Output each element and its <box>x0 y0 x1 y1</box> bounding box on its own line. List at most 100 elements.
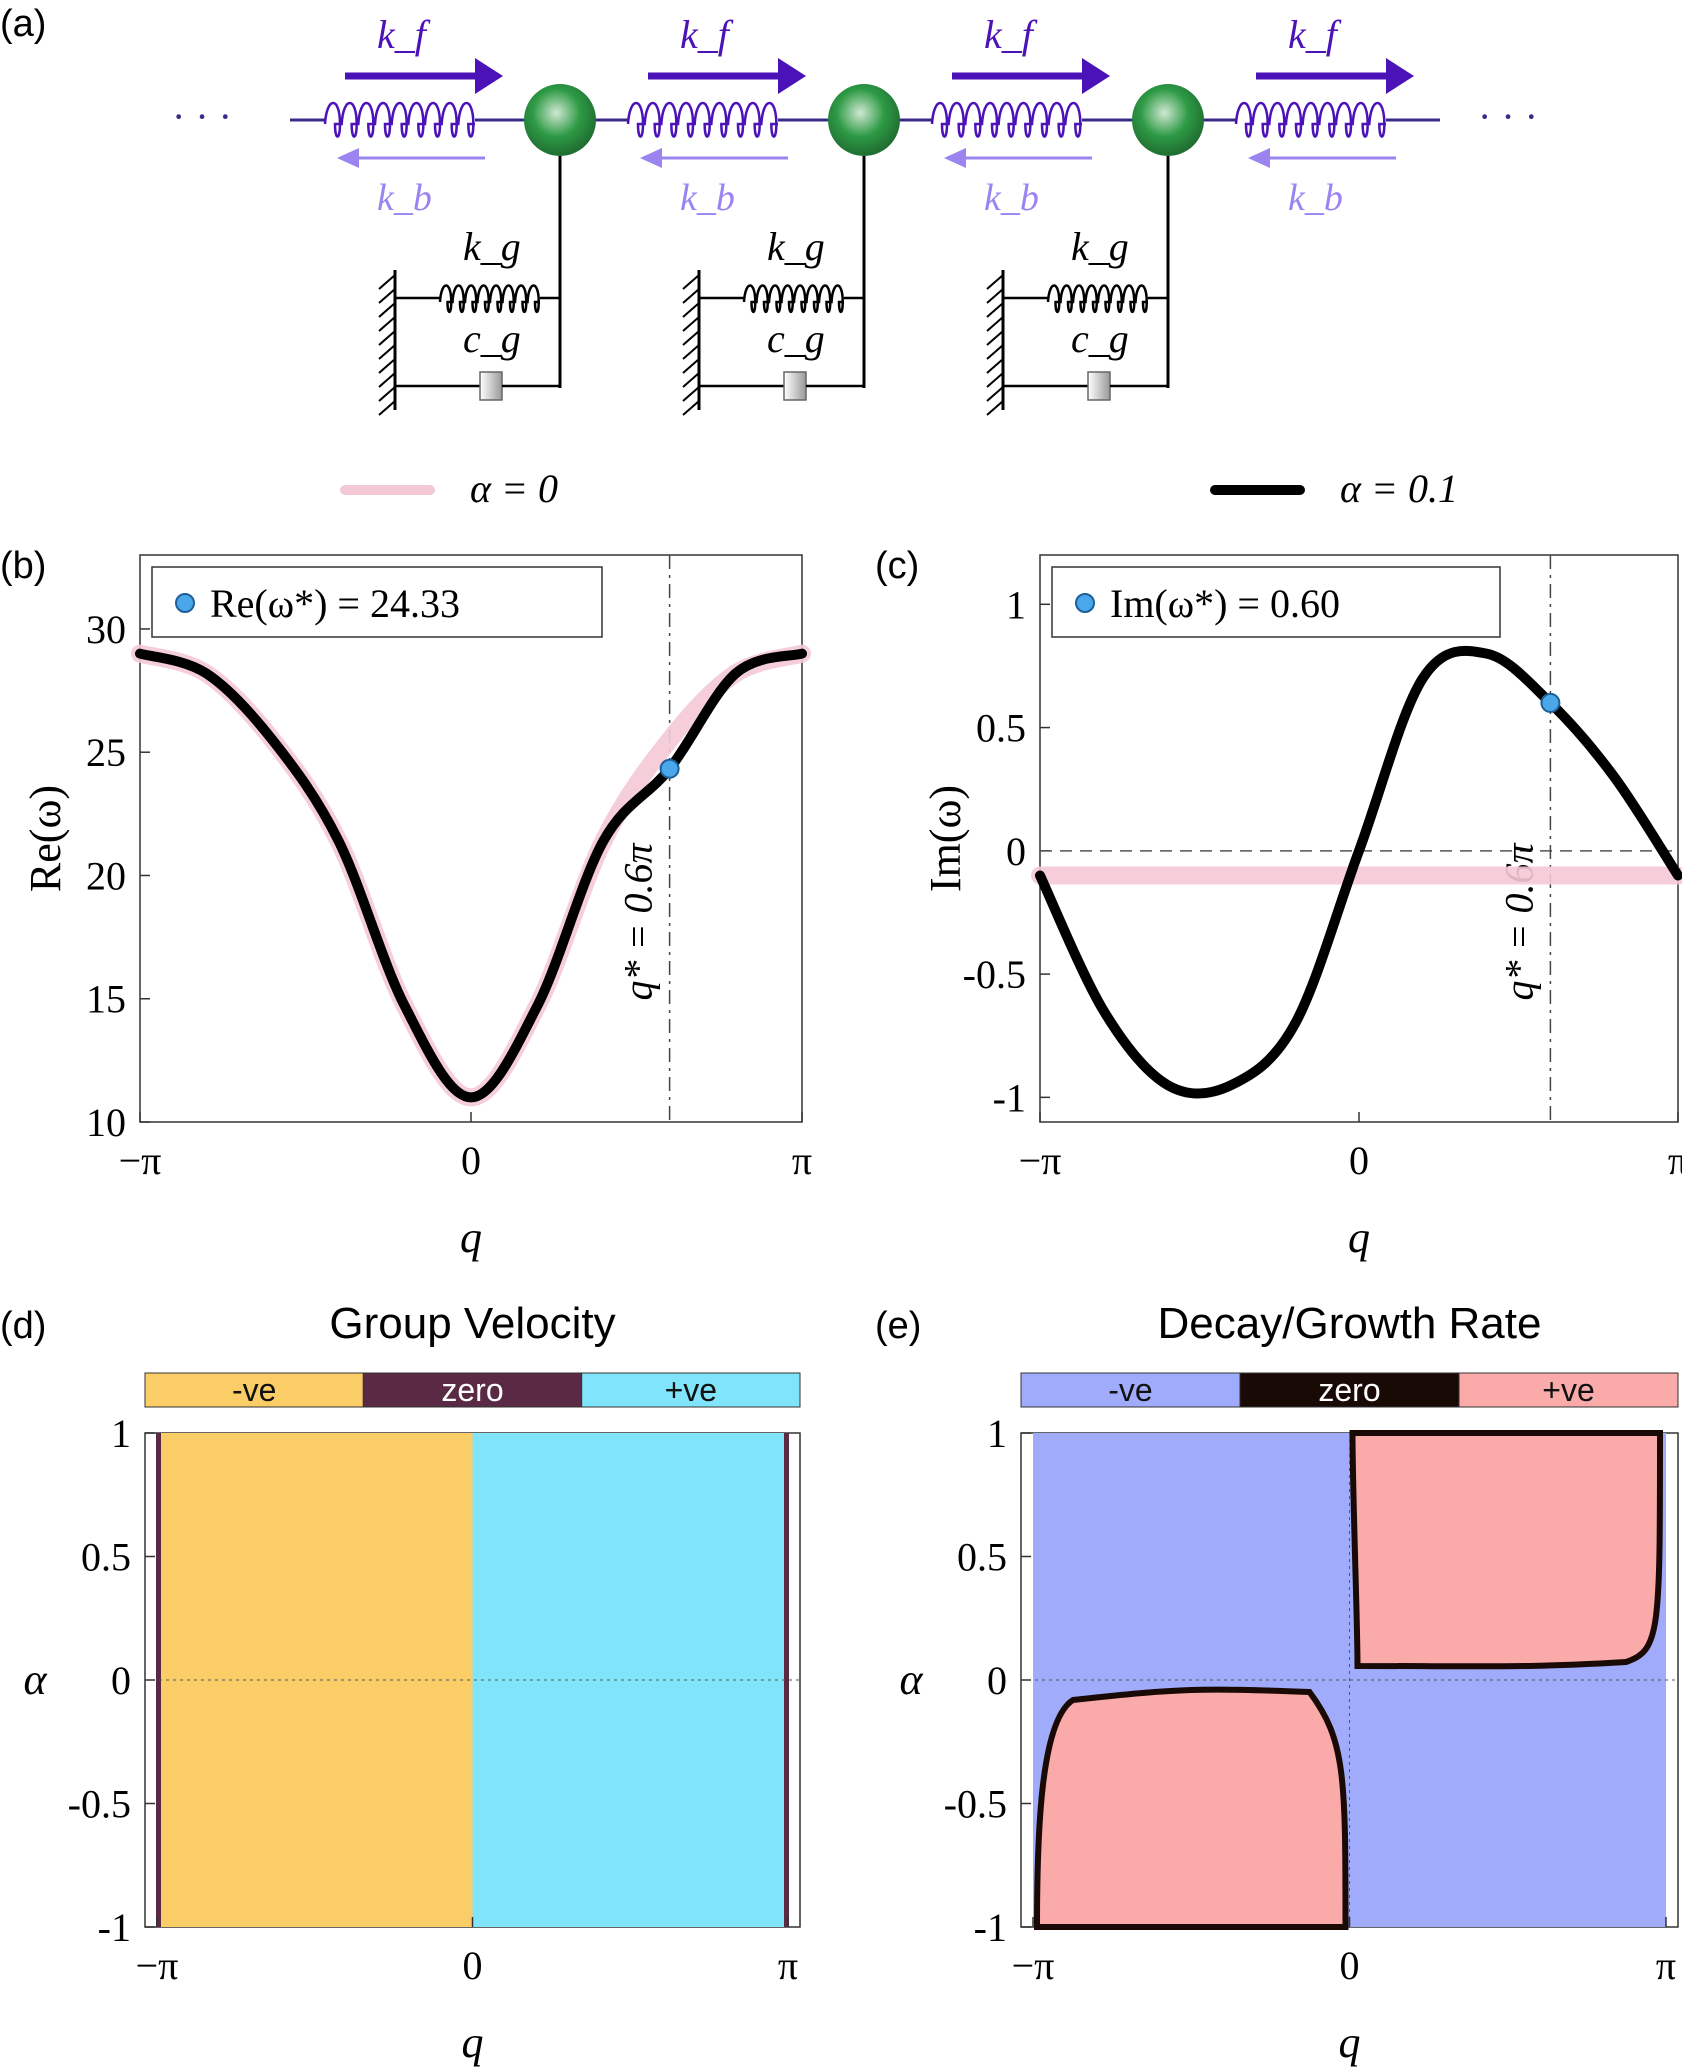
ground-spring-label: k_g <box>1071 224 1129 269</box>
qstar-label: q* = 0.6π <box>616 843 661 1001</box>
mass <box>524 84 596 156</box>
colorbar-label: +ve <box>665 1372 717 1408</box>
x-tick-label: −π <box>119 1138 162 1183</box>
wall-hatch <box>682 330 700 346</box>
backward-arrow-head <box>1248 148 1270 168</box>
wall-hatch <box>682 372 700 388</box>
colorbar-swatch <box>581 1372 801 1408</box>
wall-hatch <box>682 274 700 290</box>
wall-hatch <box>378 288 396 304</box>
spring-gap <box>1236 108 1386 132</box>
wall-hatch <box>986 330 1004 346</box>
x-tick-label: π <box>1656 1943 1676 1988</box>
marker-legend-dot <box>175 593 195 613</box>
ground-damper-label: c_g <box>1071 316 1129 361</box>
forward-spring-label: k_f <box>377 12 431 57</box>
wall-hatch <box>378 386 396 402</box>
y-tick-label: -0.5 <box>68 1782 131 1827</box>
x-tick-label: −π <box>1012 1943 1055 1988</box>
marker-legend-box <box>151 566 603 638</box>
x-tick-label: 0 <box>463 1943 483 1988</box>
panel-label-c: (c) <box>875 545 919 587</box>
marker-legend-box <box>1051 566 1501 638</box>
wall-hatch <box>682 302 700 318</box>
forward-spring <box>930 102 1082 138</box>
x-tick-label: π <box>792 1138 812 1183</box>
x-tick-label: −π <box>136 1943 179 1988</box>
backward-arrow-head <box>337 148 359 168</box>
y-tick-label: 1 <box>111 1411 131 1456</box>
x-axis-label: q <box>460 1213 482 1262</box>
wall-hatch <box>682 386 700 402</box>
y-axis-label: α <box>899 1655 923 1704</box>
panel-label-b: (b) <box>0 545 46 587</box>
backward-spring-label: k_b <box>1288 177 1343 219</box>
colorbar-swatch <box>1458 1372 1679 1408</box>
y-tick-label: 0.5 <box>81 1535 131 1580</box>
panel-label-e: (e) <box>875 1305 921 1347</box>
marker-legend-dot <box>1075 593 1095 613</box>
wall-hatch <box>378 400 396 416</box>
wall-hatch <box>378 344 396 360</box>
panel-label-d: (d) <box>0 1305 46 1347</box>
wall-hatch <box>986 400 1004 416</box>
y-tick-label: -1 <box>993 1075 1026 1120</box>
forward-spring-label: k_f <box>984 12 1038 57</box>
wall-hatch <box>682 316 700 332</box>
colorbar-label: -ve <box>1108 1372 1152 1408</box>
mass <box>1132 84 1204 156</box>
y-tick-label: 0.5 <box>976 706 1026 751</box>
colorbar-swatch <box>144 1372 364 1408</box>
wall-hatch <box>682 400 700 416</box>
forward-spring-label: k_f <box>1288 12 1342 57</box>
damper-body <box>1087 371 1111 401</box>
ground-damper-label: c_g <box>767 316 825 361</box>
legend: α = 0 α = 0.1 <box>340 466 1458 511</box>
y-tick-label: -1 <box>98 1905 131 1950</box>
region-positive-lower <box>1033 1686 1349 1930</box>
wall-hatch <box>682 344 700 360</box>
damper-body <box>479 371 503 401</box>
y-tick-label: 20 <box>86 853 126 898</box>
legend-label-alpha01: α = 0.1 <box>1340 466 1458 511</box>
spring-gap <box>325 108 475 132</box>
qstar-marker <box>1540 692 1561 713</box>
marker-legend-label: Re(ω*) = 24.33 <box>210 581 460 626</box>
plot-area <box>139 554 803 1123</box>
ground-damper-label: c_g <box>463 316 521 361</box>
forward-spring <box>1234 102 1386 138</box>
mass <box>828 84 900 156</box>
forward-arrow-head <box>475 58 503 94</box>
x-tick-label: π <box>778 1943 798 1988</box>
wall-hatch <box>378 358 396 374</box>
y-tick-label: 10 <box>86 1100 126 1145</box>
y-tick-label: 15 <box>86 977 126 1022</box>
y-tick-label: 0 <box>987 1658 1007 1703</box>
colorbar-label: zero <box>1318 1372 1380 1408</box>
y-tick-label: 0 <box>1006 829 1026 874</box>
y-tick-label: 30 <box>86 607 126 652</box>
x-axis-label: q <box>462 2018 484 2067</box>
backward-spring-label: k_b <box>680 177 735 219</box>
y-tick-label: 25 <box>86 730 126 775</box>
y-tick-label: 1 <box>1006 582 1026 627</box>
x-tick-label: 0 <box>1340 1943 1360 1988</box>
spring-gap <box>932 108 1082 132</box>
y-tick-label: 1 <box>987 1411 1007 1456</box>
x-tick-label: 0 <box>1349 1138 1369 1183</box>
chart-title: Decay/Growth Rate <box>1158 1299 1542 1348</box>
wall-hatch <box>986 386 1004 402</box>
ellipsis-right: · · · <box>1478 94 1538 139</box>
forward-arrow-head <box>778 58 806 94</box>
forward-spring <box>626 102 778 138</box>
region-zero-right <box>784 1433 789 1927</box>
wall-hatch <box>378 372 396 388</box>
x-tick-label: −π <box>1019 1138 1062 1183</box>
wall-hatch <box>682 288 700 304</box>
wall-hatch <box>378 316 396 332</box>
qstar-marker <box>659 758 680 779</box>
forward-spring-label: k_f <box>680 12 734 57</box>
region-positive-upper <box>1349 1430 1664 1670</box>
legend-label-alpha0: α = 0 <box>470 466 558 511</box>
series-alpha01 <box>1035 645 1682 1099</box>
